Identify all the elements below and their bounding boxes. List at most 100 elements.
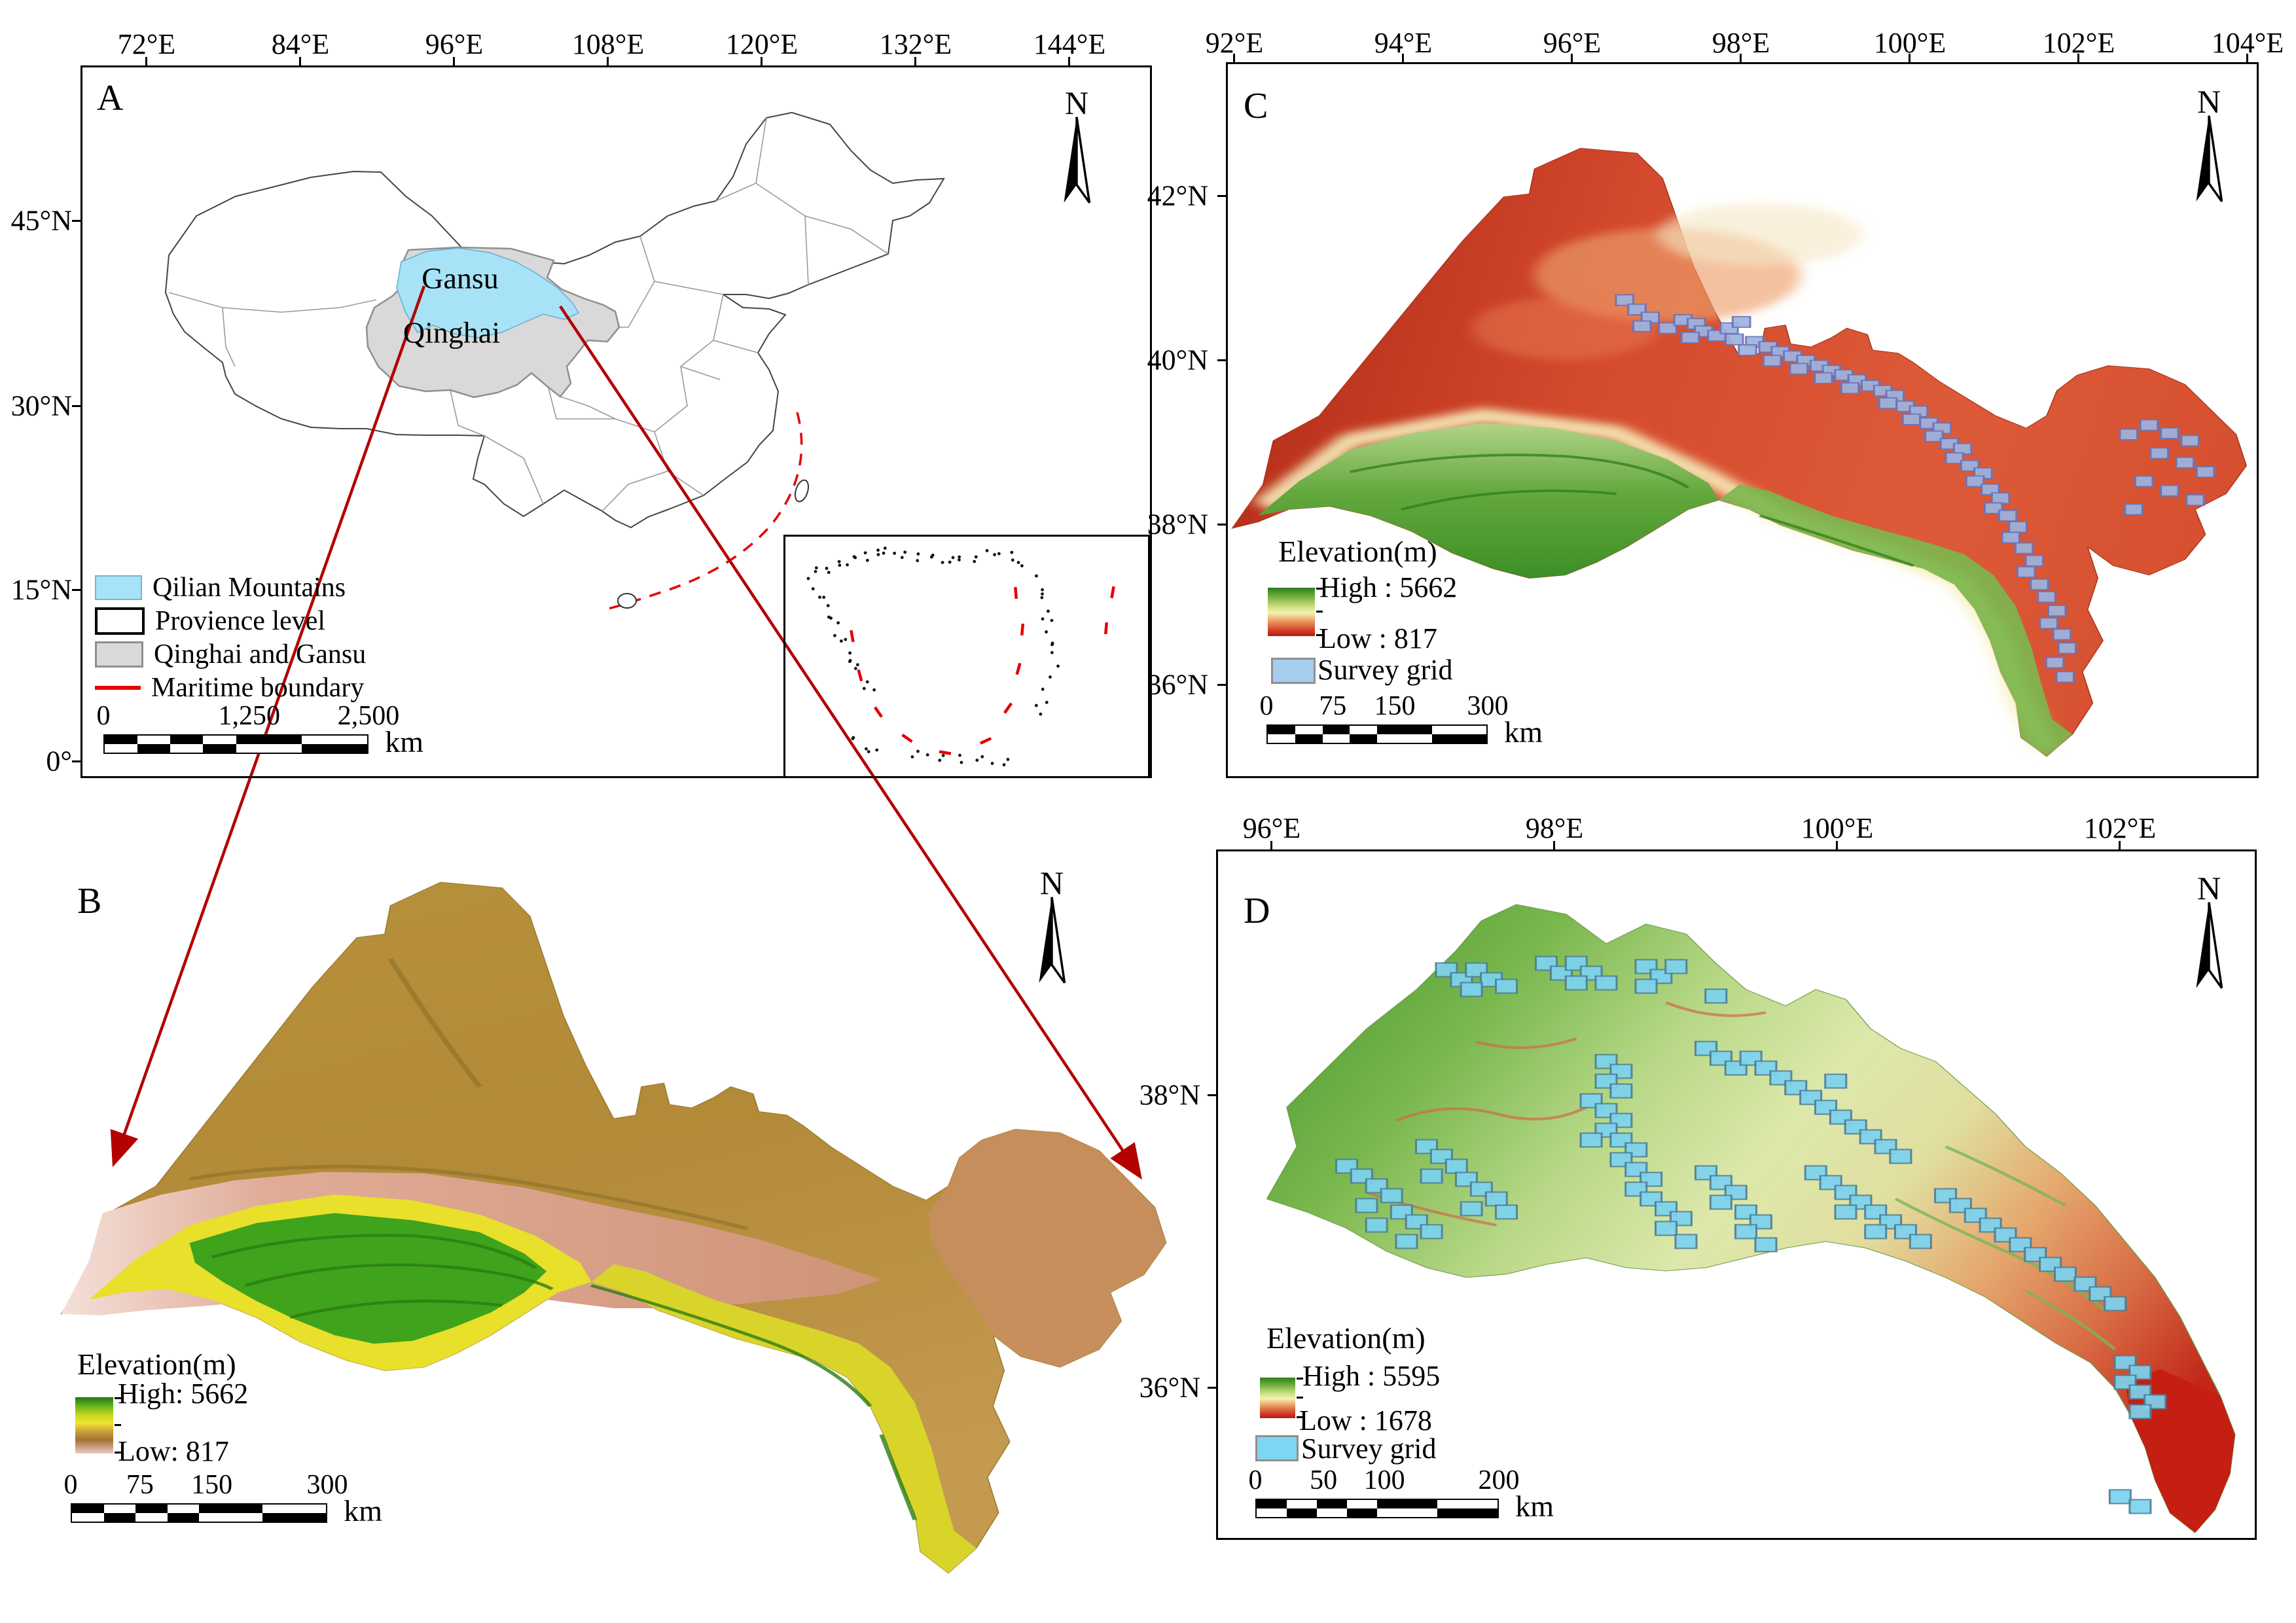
panel-a-scalebar: 0 1,250 2,500 km (97, 701, 424, 758)
inset-coast-dot (1010, 550, 1014, 554)
survey-grid-cell (2001, 531, 2021, 544)
inset-coast-dot (938, 758, 942, 762)
gray-swatch (95, 641, 143, 668)
axis-tick-a-y0: 45°N (10, 204, 72, 237)
inset-coast-dot (893, 552, 897, 555)
survey-grid-cell (2149, 447, 2170, 459)
inset-coast-dot (827, 571, 831, 575)
inset-coast-dot (973, 560, 977, 563)
survey-grid-cell (1420, 1168, 1443, 1184)
inset-coast-dot (910, 755, 914, 758)
panel-c-label: C (1244, 86, 1268, 126)
scalebar-tick: 1,250 (218, 701, 281, 731)
inset-maritime-dash (850, 630, 855, 643)
inset-coast-dot (865, 747, 868, 751)
inset-coast-dot (829, 616, 833, 620)
maritime-boundary-line (608, 412, 803, 610)
inset-coast-dot (1047, 609, 1050, 613)
survey-grid-cell (1395, 1234, 1418, 1249)
survey-grid-cell (1834, 1204, 1857, 1220)
survey-grid-cell (1983, 502, 2003, 514)
panel-c-elevation-low: Low : 817 (1319, 622, 1437, 654)
panel-c-elevation-high: High : 5662 (1319, 571, 1458, 603)
inset-coast-dot (941, 754, 945, 757)
inset-coast-dot (814, 566, 818, 570)
survey-grid-cell (2104, 1296, 2127, 1311)
map-b-elevation (60, 882, 1167, 1574)
survey-grid-cell (1909, 1234, 1932, 1249)
qilian-mountains-region (396, 247, 580, 338)
survey-grid-cell (1731, 315, 1751, 329)
axis-tick-c-x6: 104°E (2211, 27, 2284, 59)
legend-item-maritime: Maritime boundary (95, 673, 366, 703)
inset-coast-dot (867, 750, 870, 753)
inset-coast-dot (814, 569, 817, 573)
inset-coast-dot (1041, 687, 1045, 691)
survey-grid-cell (1494, 1204, 1518, 1220)
extent-connector-arrows (110, 285, 1142, 1180)
south-china-sea-inset-frame (783, 535, 1150, 778)
survey-grid-cell (2039, 617, 2058, 630)
inset-coast-dot (1035, 574, 1038, 578)
axis-tick-c-x4: 100°E (1873, 27, 1946, 59)
panel-d-elevation-high: High : 5595 (1302, 1360, 1441, 1392)
survey-grid-cell (1680, 331, 1700, 344)
north-label-d: N (2197, 870, 2221, 906)
inset-maritime-dash (873, 706, 883, 718)
survey-grid-cell (2052, 628, 2072, 641)
qilian-swatch (95, 575, 142, 600)
survey-grid-cell (2057, 642, 2077, 654)
region-label-gansu: Gansu (422, 261, 499, 295)
inset-coast-dot (865, 680, 869, 684)
scalebar-tick: 0 (96, 701, 111, 731)
survey-grid-cell (2159, 484, 2179, 497)
inset-coast-dot (941, 561, 944, 564)
inset-coast-dot (822, 596, 826, 599)
survey-grid-cell (2047, 605, 2067, 617)
survey-grid-cell (1654, 1221, 1678, 1236)
inset-coast-dot (853, 556, 857, 560)
survey-grid-cell (1494, 978, 1518, 994)
survey-grid-cell (2045, 656, 2065, 669)
survey-grid-cell (1924, 430, 1944, 442)
survey-grid-cell (1420, 1224, 1443, 1240)
axis-tick-c-y2: 38°N (1147, 508, 1208, 541)
inset-coast-dot (865, 558, 869, 562)
map-b-green-core (189, 1213, 547, 1344)
survey-grid-cell (1965, 475, 1985, 488)
survey-grid-cell (2037, 591, 2056, 603)
survey-grid-cell (2119, 428, 2139, 440)
axis-tick-c-y1: 40°N (1147, 344, 1208, 376)
south-china-sea-inset-art (806, 546, 1115, 767)
inset-coast-dot (876, 548, 880, 552)
survey-grid-cell (1998, 509, 2018, 522)
taiwan-island (794, 479, 810, 503)
survey-grid-cell (1762, 355, 1782, 367)
survey-grid-cell (2128, 1499, 2152, 1514)
survey-grid-cell (1789, 363, 1809, 375)
axis-tick-a-x2: 96°E (425, 28, 484, 60)
axis-tick-d-x0: 96°E (1242, 812, 1301, 844)
survey-grid-cell (2195, 466, 2215, 478)
survey-grid-cell (1734, 1224, 1758, 1240)
inset-coast-dot (980, 755, 984, 758)
panel-c-elevation-title: Elevation(m) (1278, 535, 1437, 568)
inset-coast-dot (1016, 561, 1020, 564)
axis-tick-a-x1: 84°E (271, 28, 330, 60)
survey-grid-cell (1724, 333, 1744, 346)
map-b-east-lobe (928, 1129, 1166, 1368)
inset-coast-dot (1050, 651, 1054, 654)
inset-coast-dot (833, 633, 836, 637)
survey-grid-cell (1754, 1237, 1778, 1253)
inset-coast-dot (948, 560, 952, 564)
inset-coast-dot (1049, 675, 1052, 679)
inset-maritime-dash (939, 750, 952, 755)
legend-label: Maritime boundary (151, 673, 365, 703)
inset-coast-dot (1034, 704, 1038, 707)
inset-coast-dot (993, 553, 996, 556)
axis-tick-d-y1: 36°N (1139, 1371, 1200, 1404)
inset-coast-dot (1041, 588, 1045, 592)
scalebar-tick: 0 (63, 1470, 78, 1500)
